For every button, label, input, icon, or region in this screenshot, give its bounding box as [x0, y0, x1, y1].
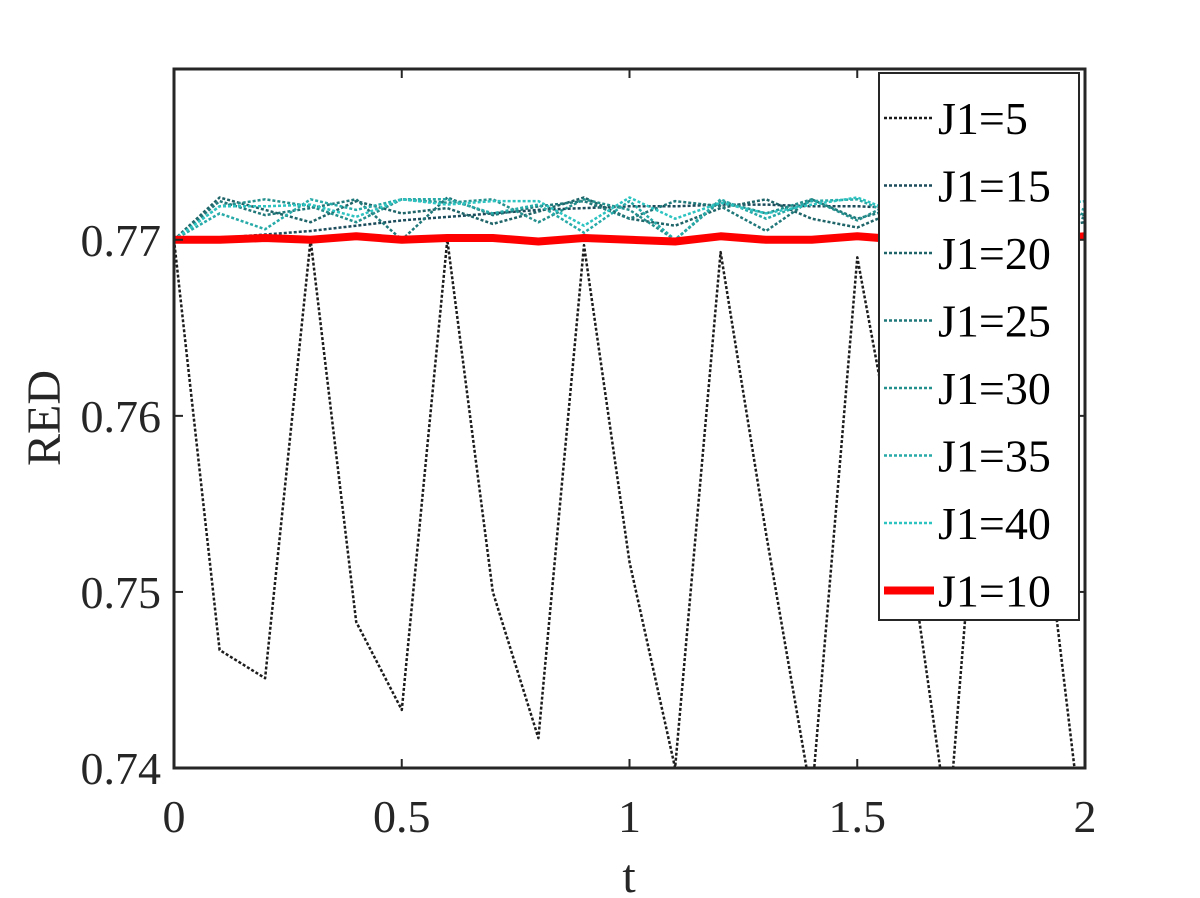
legend-label-0: J1=5	[938, 93, 1028, 144]
x-tick-label: 2	[1074, 791, 1097, 842]
x-tick-label: 1.5	[829, 791, 887, 842]
legend: J1=5 J1=15 J1=20 J1=25 J1=30 J1=35 J1=40 J1=10	[878, 72, 1080, 621]
x-tick-label: 0.5	[373, 791, 431, 842]
y-tick-label: 0.74	[81, 743, 162, 794]
legend-label-1: J1=15	[938, 161, 1051, 212]
x-tick-label: 1	[618, 791, 641, 842]
y-tick-label: 0.77	[81, 215, 162, 266]
tick-layer: 0 0.5 1 1.5 2 0.74 0.75 0.76 0.77	[81, 69, 1097, 842]
legend-label-2: J1=20	[938, 228, 1051, 279]
series-line-6	[174, 196, 1085, 241]
series-line-5	[174, 196, 1085, 242]
legend-box	[878, 72, 1080, 621]
y-tick-label: 0.76	[81, 391, 162, 442]
legend-label-5: J1=35	[938, 431, 1051, 482]
legend-label-6: J1=40	[938, 498, 1051, 549]
x-tick-label: 0	[163, 791, 186, 842]
series-line-0	[174, 238, 1076, 768]
legend-label-4: J1=30	[938, 363, 1051, 414]
y-axis-label: RED	[18, 370, 71, 466]
legend-label-3: J1=25	[938, 296, 1051, 347]
legend-label-7: J1=10	[938, 566, 1051, 617]
x-axis-label: t	[622, 850, 636, 898]
y-tick-label: 0.75	[81, 567, 162, 618]
